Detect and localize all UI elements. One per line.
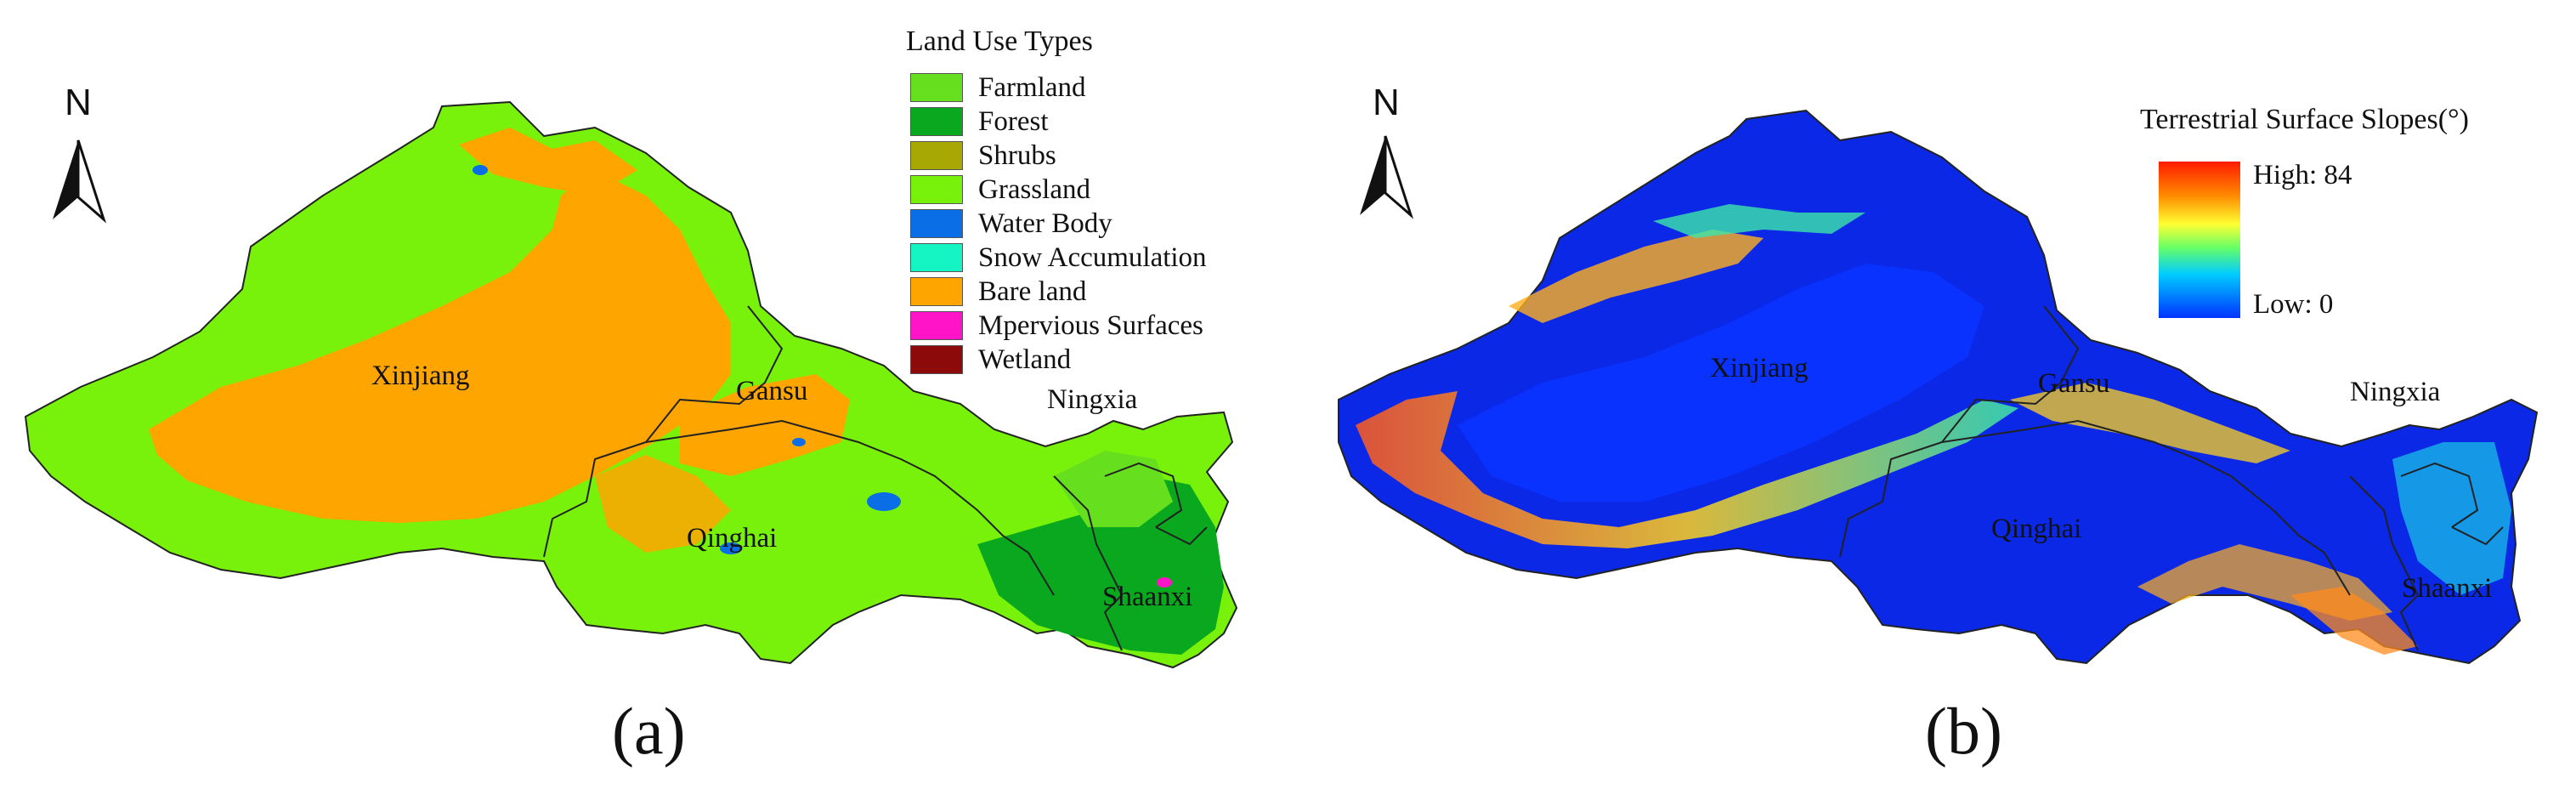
legend-item: Mpervious Surfaces bbox=[910, 309, 1203, 343]
legend-label: Snow Accumulation bbox=[978, 241, 1207, 273]
region-label-qinghai: Qinghai bbox=[1991, 514, 2081, 544]
legend-swatch bbox=[910, 209, 963, 238]
legend-swatch bbox=[910, 73, 963, 102]
land-use-map-panel: N Xinjiang Gansu Ningxia Qinghai S bbox=[24, 26, 1238, 768]
legend-label: Mpervious Surfaces bbox=[978, 309, 1203, 341]
legend-swatch bbox=[910, 311, 963, 340]
bare-land-area-north bbox=[459, 128, 637, 196]
legend-swatch bbox=[910, 277, 963, 306]
north-label: N bbox=[1373, 82, 1400, 123]
region-label-ningxia: Ningxia bbox=[1047, 384, 1138, 415]
ridge-tianshan-east bbox=[1653, 204, 1865, 238]
slope-map-panel: N Xinjiang Gansu Ningxia Qinghai Shaanxi… bbox=[1288, 0, 2576, 812]
region-label-gansu: Gansu bbox=[736, 376, 807, 406]
region-label-shaanxi: Shaanxi bbox=[2402, 573, 2492, 604]
legend-label: Farmland bbox=[978, 71, 1086, 103]
slope-map: N Xinjiang Gansu Ningxia Qinghai Shaanxi bbox=[1338, 82, 2539, 665]
legend-item: Wetland bbox=[910, 343, 1071, 377]
legend-swatch bbox=[910, 141, 963, 170]
region-label-ningxia: Ningxia bbox=[2350, 377, 2441, 407]
region-label-gansu: Gansu bbox=[2038, 368, 2109, 399]
legend-label: Forest bbox=[978, 105, 1049, 137]
province-borders bbox=[1839, 305, 2504, 651]
land-use-map: N Xinjiang Gansu Ningxia Qinghai S bbox=[24, 82, 1238, 669]
legend-label: Grassland bbox=[978, 173, 1090, 205]
bare-land-area bbox=[149, 170, 731, 523]
region-label-xinjiang: Xinjiang bbox=[1710, 353, 1808, 383]
legend-label: Shrubs bbox=[978, 139, 1056, 171]
ridge-qilian bbox=[2010, 383, 2290, 463]
region-label-qinghai: Qinghai bbox=[687, 523, 777, 554]
farmland-area bbox=[1054, 451, 1173, 527]
legend-label: Bare land bbox=[978, 275, 1087, 307]
legend-item: Bare land bbox=[910, 275, 1086, 309]
lake bbox=[867, 492, 901, 511]
slope-high-label: High: 84 bbox=[2253, 160, 2352, 190]
slope-legend-title: Terrestrial Surface Slopes(°) bbox=[2140, 104, 2469, 135]
ridge-kunlun bbox=[1356, 391, 2018, 548]
region-label-xinjiang: Xinjiang bbox=[371, 361, 469, 391]
legend-item: Shrubs bbox=[910, 139, 1056, 173]
bare-land-area-east bbox=[680, 374, 850, 476]
lake bbox=[473, 165, 488, 175]
legend-label: Wetland bbox=[978, 344, 1072, 375]
slope-low-label: Low: 0 bbox=[2253, 289, 2334, 320]
loess-area bbox=[2392, 442, 2511, 595]
legend-swatch bbox=[910, 107, 963, 136]
urban-area bbox=[1157, 577, 1172, 588]
forest-area bbox=[977, 476, 1224, 655]
legend-title: Land Use Types bbox=[906, 26, 1093, 57]
legend-item: Farmland bbox=[910, 71, 1085, 105]
legend-swatch bbox=[910, 345, 963, 374]
lake bbox=[720, 542, 742, 554]
legend-swatch bbox=[910, 243, 963, 272]
legend-label: Water Body bbox=[978, 207, 1112, 239]
legend-item: Grassland bbox=[910, 173, 1090, 207]
province-borders bbox=[543, 305, 1208, 651]
lake bbox=[792, 438, 806, 446]
panel-label-b: (b) bbox=[1925, 694, 2002, 768]
slope-color-ramp bbox=[2159, 162, 2240, 318]
north-label: N bbox=[65, 82, 92, 123]
north-arrow-icon bbox=[1360, 135, 1414, 219]
ridge-tianshan bbox=[1509, 230, 1764, 323]
panel-label-a: (a) bbox=[612, 694, 686, 768]
bare-land-area-qinghai bbox=[595, 455, 731, 553]
north-arrow-icon bbox=[53, 139, 107, 224]
legend-item: Forest bbox=[910, 105, 1049, 139]
legend-item: Snow Accumulation bbox=[910, 241, 1207, 275]
region-label-shaanxi: Shaanxi bbox=[1102, 582, 1192, 612]
legend-item: Water Body bbox=[910, 207, 1112, 241]
legend-swatch bbox=[910, 175, 963, 204]
basin-area bbox=[1458, 264, 1984, 502]
ridge-southeast bbox=[2290, 587, 2418, 655]
